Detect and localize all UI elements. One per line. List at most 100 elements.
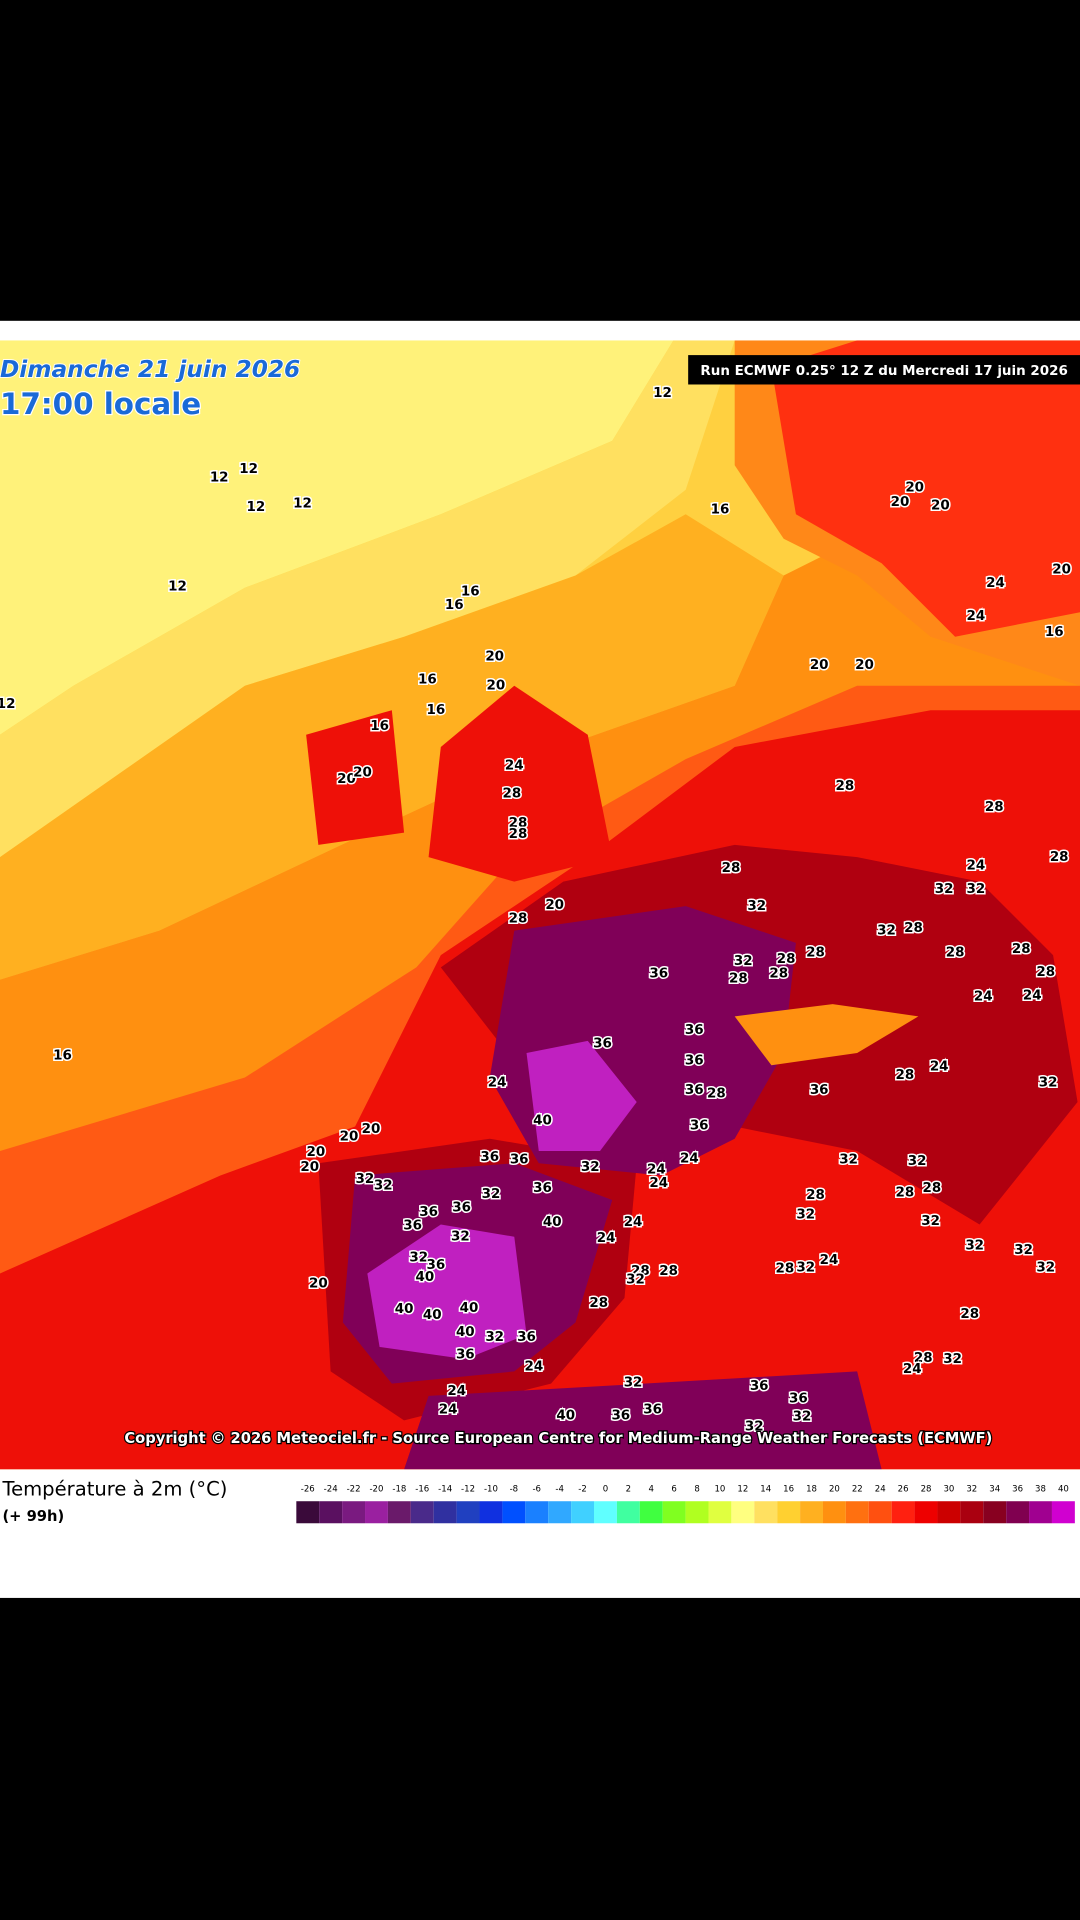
temperature-label: 20: [545, 898, 564, 913]
temperature-label: 20: [891, 495, 910, 510]
scale-label: 10: [714, 1484, 725, 1494]
scale-label: 8: [694, 1484, 699, 1494]
scale-label: 24: [875, 1484, 886, 1494]
scale-swatch: [1006, 1501, 1030, 1524]
temperature-label: 28: [722, 861, 741, 876]
temperature-label: 24: [967, 859, 986, 874]
temperature-label: 40: [423, 1308, 442, 1323]
temperature-label: 28: [777, 952, 796, 967]
temperature-label: 24: [930, 1060, 949, 1075]
temperature-label: 36: [452, 1200, 471, 1215]
scale-label: 36: [1012, 1484, 1023, 1494]
scale-swatch: [891, 1501, 915, 1524]
temperature-label: 28: [904, 921, 923, 936]
temperature-label: 40: [456, 1325, 475, 1340]
temperature-label: 36: [533, 1181, 552, 1196]
scale-label: -2: [578, 1484, 587, 1494]
temperature-label: 20: [485, 649, 504, 664]
temperature-label: 32: [626, 1273, 645, 1288]
scale-label: 4: [649, 1484, 654, 1494]
temperature-label: 20: [362, 1122, 381, 1137]
temperature-label: 20: [905, 480, 924, 495]
temperature-label: 24: [680, 1151, 699, 1166]
temperature-label: 36: [750, 1379, 769, 1394]
scale-swatch: [319, 1501, 343, 1524]
temperature-label: 36: [685, 1083, 704, 1098]
temperature-label: 36: [685, 1023, 704, 1038]
temperature-label: 28: [1012, 942, 1031, 957]
temperature-label: 32: [451, 1230, 470, 1245]
scale-label: -14: [438, 1484, 452, 1494]
temperature-label: 12: [168, 580, 187, 595]
scale-label: 2: [626, 1484, 631, 1494]
temperature-label: 20: [340, 1129, 359, 1144]
temperature-label: 24: [439, 1402, 458, 1417]
scale-label: -10: [484, 1484, 498, 1494]
scale-swatch: [731, 1501, 755, 1524]
temperature-label: 28: [1036, 965, 1055, 980]
temperature-label: 32: [745, 1420, 764, 1435]
temperature-label: 16: [1045, 625, 1064, 640]
temperature-label: 20: [931, 499, 950, 514]
scale-label: -8: [510, 1484, 519, 1494]
temperature-label: 32: [908, 1154, 927, 1169]
scale-swatch: [800, 1501, 823, 1524]
scale-swatch: [296, 1501, 320, 1524]
scale-label: -20: [369, 1484, 383, 1494]
scale-label: 38: [1035, 1484, 1046, 1494]
temperature-label: 24: [820, 1253, 839, 1268]
temperature-label: 28: [769, 966, 788, 981]
temperature-label: 16: [461, 584, 480, 599]
temperature-label: 16: [445, 598, 464, 613]
color-scale: -26 -24 -22 -20 -18 -16 -14 -12 -10 -8 -6 -4 -2 0 2 4 6 8…: [296, 1484, 1075, 1524]
temperature-label: 40: [416, 1270, 435, 1285]
temperature-label: 36: [643, 1402, 662, 1417]
scale-swatch: [822, 1501, 846, 1524]
temperature-label: 28: [806, 1188, 825, 1203]
temperature-label: 20: [855, 658, 874, 673]
copyright: Copyright © 2026 Meteociel.fr - Source E…: [124, 1430, 992, 1447]
temperature-label: 28: [776, 1262, 795, 1277]
temperature-label: 36: [649, 966, 668, 981]
temperature-label: 16: [711, 502, 730, 517]
temperature-label: 32: [967, 882, 986, 897]
temperature-label: 36: [611, 1409, 630, 1424]
temperature-label: 32: [374, 1178, 393, 1193]
temperature-label: 36: [517, 1330, 536, 1345]
temperature-label: 28: [1050, 850, 1069, 865]
temperature-label: 36: [419, 1205, 438, 1220]
temperature-label: 20: [487, 679, 506, 694]
temperature-label: 12: [653, 386, 672, 401]
scale-label: 12: [737, 1484, 748, 1494]
temperature-label: 36: [456, 1347, 475, 1362]
temperature-label: 16: [418, 673, 437, 688]
temperature-label: 40: [533, 1113, 552, 1128]
scale-label: 20: [829, 1484, 840, 1494]
temperature-label: 28: [589, 1296, 608, 1311]
temperature-label: 40: [460, 1301, 479, 1316]
time-title: 17:00 locale: [0, 387, 201, 421]
scale-swatch: [639, 1501, 663, 1524]
temperature-label: 28: [509, 816, 528, 831]
temperature-label: 36: [403, 1219, 422, 1234]
temperature-label: 28: [806, 946, 825, 961]
temperature-label: 36: [690, 1118, 709, 1133]
temperature-label: 24: [505, 758, 524, 773]
scale-swatch: [960, 1501, 984, 1524]
temperature-label: 32: [877, 924, 896, 939]
scale-swatch: [548, 1501, 572, 1524]
date-title: Dimanche 21 juin 2026: [0, 356, 300, 383]
scale-label: 26: [898, 1484, 909, 1494]
scale-label: -18: [392, 1484, 406, 1494]
temperature-label: 28: [836, 779, 855, 794]
scale-label: 14: [760, 1484, 771, 1494]
temperature-label: 28: [509, 827, 528, 842]
temperature-label: 32: [921, 1214, 940, 1229]
temperature-label: 20: [353, 766, 372, 781]
legend-lead: (+ 99h): [2, 1508, 64, 1525]
temperature-label: 32: [943, 1352, 962, 1367]
scale-swatch: [983, 1501, 1007, 1524]
scale-swatch: [410, 1501, 434, 1524]
run-info: Run ECMWF 0.25° 12 Z du Mercredi 17 juin…: [700, 364, 1067, 379]
scale-label: -6: [532, 1484, 541, 1494]
